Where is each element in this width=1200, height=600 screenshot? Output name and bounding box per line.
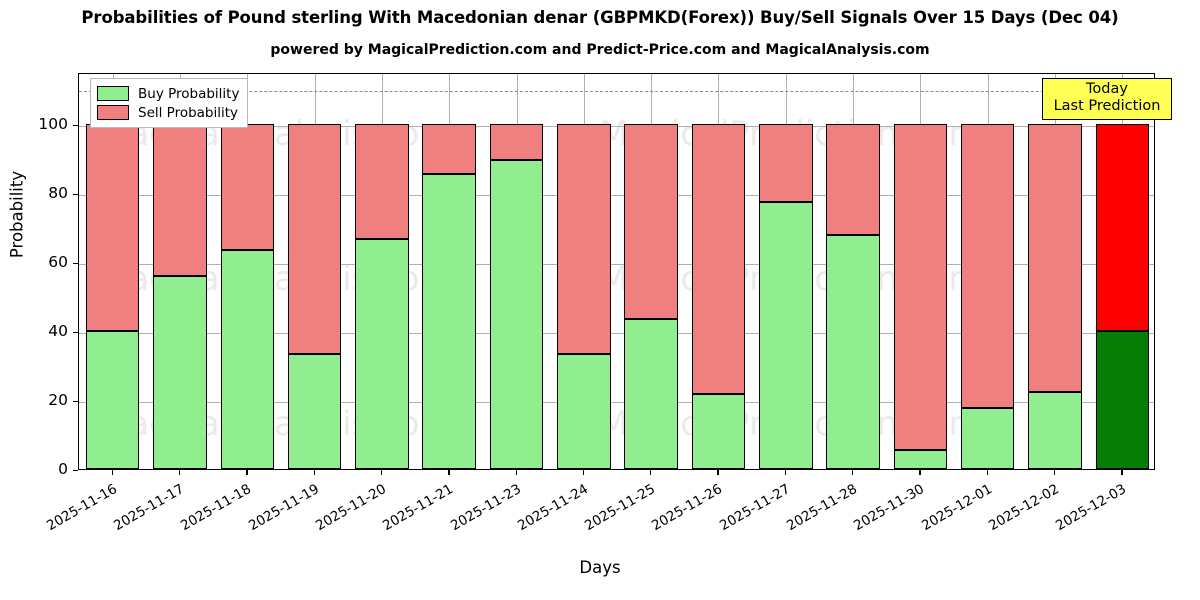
y-tick-label: 100	[38, 114, 68, 133]
x-tick-mark	[650, 470, 652, 475]
bar-group[interactable]	[1028, 74, 1082, 469]
bar-segment-sell[interactable]	[1095, 123, 1150, 331]
bar-segment-sell[interactable]	[153, 123, 207, 276]
x-tick-mark	[448, 470, 450, 475]
grid-line-y	[79, 263, 1154, 265]
today-label: Today	[1086, 81, 1128, 97]
bar-segment-buy[interactable]	[624, 318, 678, 469]
x-tick-mark	[1054, 470, 1056, 475]
bar-segment-sell[interactable]	[422, 123, 476, 174]
bar-group[interactable]	[422, 74, 476, 469]
x-tick-mark	[784, 470, 787, 475]
bar-segment-buy[interactable]	[691, 394, 746, 469]
last-prediction-label: Last Prediction	[1053, 98, 1161, 115]
bar-segment-sell[interactable]	[557, 123, 611, 355]
grid-line-y	[79, 194, 1154, 196]
grid-line-y	[79, 332, 1154, 334]
x-tick-mark	[178, 470, 181, 475]
grid-line-y	[79, 125, 1154, 127]
bar-group[interactable]	[960, 74, 1015, 469]
bar-segment-buy[interactable]	[355, 238, 409, 469]
x-tick-mark	[986, 470, 989, 475]
bar-segment-buy[interactable]	[1095, 330, 1150, 469]
bar-segment-buy[interactable]	[220, 249, 275, 469]
y-tick-mark	[73, 262, 78, 265]
x-tick-mark	[852, 470, 854, 475]
chart-title: Probabilities of Pound sterling With Mac…	[81, 8, 1119, 27]
x-tick-mark	[380, 470, 383, 475]
bar-segment-buy[interactable]	[960, 407, 1015, 469]
bar-segment-sell[interactable]	[960, 123, 1015, 408]
plot-area: MagicalAnalysis.comMagicalPrediction.com…	[78, 73, 1155, 470]
y-tick-mark	[73, 331, 78, 334]
chart-legend: Buy Probability Sell Probability	[90, 78, 249, 128]
y-tick-mark	[73, 193, 78, 196]
bar-group[interactable]	[557, 74, 611, 469]
bar-segment-sell[interactable]	[691, 123, 746, 395]
bar-group[interactable]	[220, 74, 275, 469]
x-tick-mark	[1121, 470, 1123, 475]
bar-group[interactable]	[85, 74, 140, 469]
bar-group[interactable]	[1095, 74, 1150, 469]
y-tick-label: 20	[48, 390, 68, 409]
x-tick-mark	[717, 470, 719, 475]
bar-segment-buy[interactable]	[287, 354, 342, 469]
bar-group[interactable]	[489, 74, 544, 469]
bar-segment-buy[interactable]	[85, 330, 140, 469]
bar-segment-buy[interactable]	[422, 173, 476, 469]
bar-segment-buy[interactable]	[826, 235, 880, 469]
legend-item-buy: Buy Probability	[97, 84, 239, 103]
x-tick-mark	[582, 470, 585, 475]
bar-segment-sell[interactable]	[624, 123, 678, 319]
legend-swatch-sell	[97, 105, 129, 120]
bar-segment-sell[interactable]	[826, 123, 880, 236]
y-tick-label: 60	[48, 252, 68, 271]
bar-group[interactable]	[691, 74, 746, 469]
bar-segment-buy[interactable]	[557, 354, 611, 469]
bar-segment-sell[interactable]	[489, 123, 544, 161]
today-last-prediction-box: Today Last Prediction	[1042, 78, 1172, 120]
bar-group[interactable]	[287, 74, 342, 469]
legend-item-sell: Sell Probability	[97, 103, 239, 122]
bar-segment-sell[interactable]	[355, 123, 409, 239]
bar-segment-buy[interactable]	[893, 450, 948, 469]
bar-segment-sell[interactable]	[85, 123, 140, 331]
threshold-dashed-line	[79, 91, 1154, 93]
bar-group[interactable]	[355, 74, 409, 469]
bar-group[interactable]	[893, 74, 948, 469]
y-axis-label: Probability	[7, 170, 27, 259]
bar-segment-buy[interactable]	[1028, 392, 1082, 469]
bar-segment-buy[interactable]	[489, 160, 544, 469]
x-tick-mark	[919, 470, 921, 475]
bar-group[interactable]	[624, 74, 678, 469]
chart-subtitle: powered by MagicalPrediction.com and Pre…	[270, 42, 930, 58]
bar-group[interactable]	[759, 74, 813, 469]
bar-segment-sell[interactable]	[1028, 123, 1082, 393]
y-tick-mark	[73, 124, 78, 127]
x-tick-mark	[246, 470, 248, 475]
y-tick-label: 0	[58, 460, 68, 478]
legend-swatch-buy	[97, 86, 129, 101]
y-tick-label: 40	[48, 321, 68, 340]
bar-segment-buy[interactable]	[153, 275, 207, 469]
y-tick-mark	[73, 470, 78, 472]
bar-segment-sell[interactable]	[759, 123, 813, 202]
bar-segment-sell[interactable]	[220, 123, 275, 250]
grid-line-y	[79, 401, 1154, 403]
x-tick-mark	[313, 470, 315, 475]
y-tick-label: 80	[48, 183, 68, 202]
y-tick-mark	[73, 400, 78, 403]
x-tick-mark	[111, 470, 113, 475]
bar-segment-buy[interactable]	[759, 201, 813, 469]
legend-label-buy: Buy Probability	[138, 85, 240, 102]
bar-group[interactable]	[153, 74, 207, 469]
bar-segment-sell[interactable]	[287, 123, 342, 355]
bar-segment-sell[interactable]	[893, 123, 948, 451]
bar-group[interactable]	[826, 74, 880, 469]
x-axis-label: Days	[579, 558, 621, 577]
legend-label-sell: Sell Probability	[138, 104, 239, 121]
x-tick-mark	[515, 470, 517, 475]
